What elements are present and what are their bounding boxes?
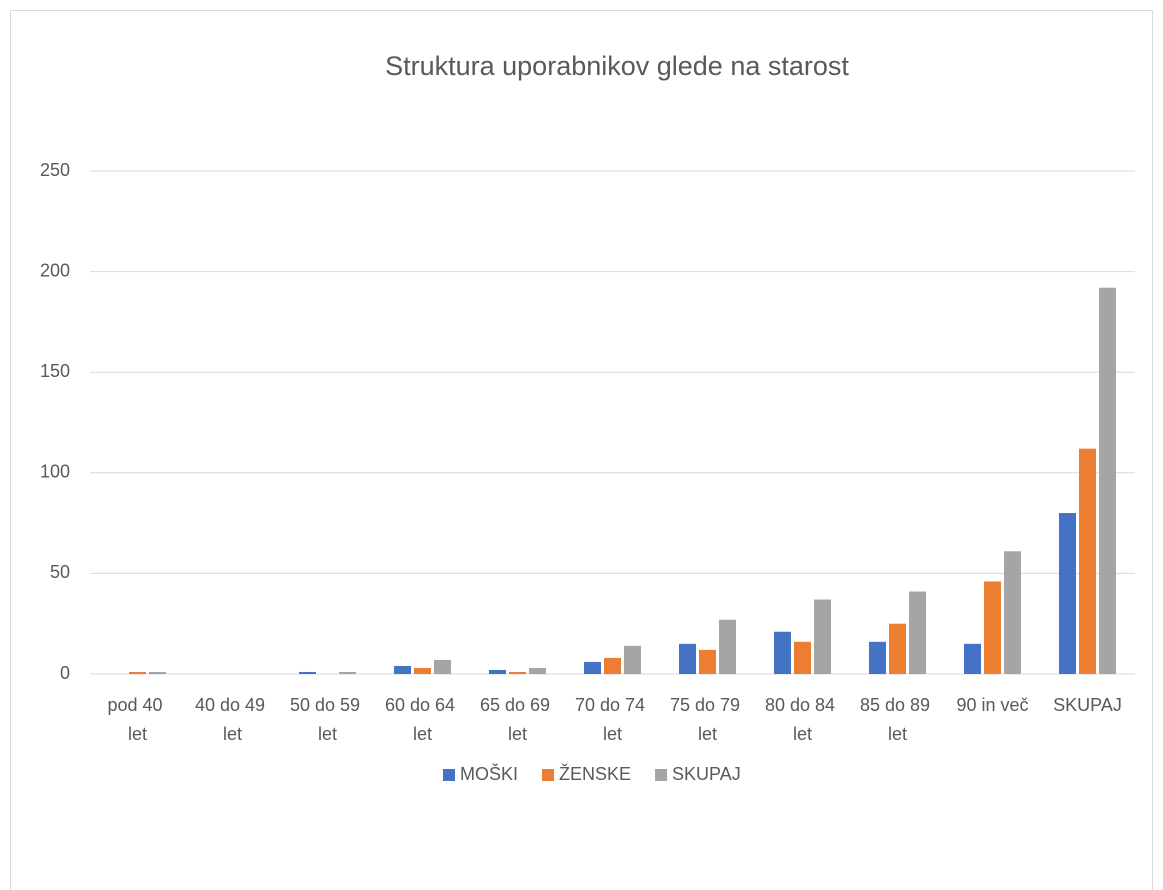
- bar: [509, 671, 526, 674]
- x-tick-label: SKUPAJ: [1053, 695, 1122, 715]
- x-tick-line: pod 40: [107, 695, 167, 715]
- x-tick-line: 65 do 69: [480, 695, 555, 715]
- bar: [794, 641, 811, 674]
- bar: [984, 581, 1001, 674]
- y-tick-label: 50: [50, 562, 70, 582]
- chart-title: Struktura uporabnikov glede na starost: [385, 51, 849, 81]
- y-tick-label: 0: [60, 663, 70, 683]
- bar: [1079, 448, 1096, 674]
- y-tick-label: 200: [40, 260, 70, 280]
- bar: [489, 669, 506, 674]
- x-tick-label: 90 in več: [956, 695, 1028, 715]
- bar: [394, 665, 411, 674]
- bar: [339, 671, 356, 674]
- x-tick-label: 85 do 89 let: [860, 695, 935, 744]
- legend-label: ŽENSKE: [559, 764, 631, 784]
- y-tick-label: 100: [40, 462, 70, 482]
- legend-swatch: [443, 769, 455, 781]
- x-tick-label: 70 do 74 let: [575, 695, 650, 744]
- bar: [414, 667, 431, 674]
- x-tick-line: let: [793, 724, 812, 744]
- bar: [1059, 513, 1076, 674]
- bar: [889, 623, 906, 674]
- bar: [584, 661, 601, 674]
- x-tick-label: pod 40 let: [107, 695, 167, 744]
- x-tick-line: 50 do 59: [290, 695, 365, 715]
- legend-swatch: [542, 769, 555, 781]
- x-tick-line: let: [318, 724, 337, 744]
- bar: [434, 659, 451, 674]
- bar: [774, 631, 791, 674]
- x-tick-line: 80 do 84: [765, 695, 840, 715]
- x-tick-label: 60 do 64 let: [385, 695, 460, 744]
- x-tick-line: let: [413, 724, 432, 744]
- x-tick-label: 75 do 79 let: [670, 695, 745, 744]
- bar: [129, 671, 146, 674]
- x-tick-line: 85 do 89: [860, 695, 935, 715]
- bar: [1004, 551, 1021, 674]
- bar: [909, 591, 926, 674]
- bar: [149, 671, 166, 674]
- x-tick-line: 75 do 79: [670, 695, 745, 715]
- x-tick-line: let: [603, 724, 622, 744]
- chart-frame: [10, 10, 1153, 890]
- bar: [964, 643, 981, 674]
- x-tick-line: 40 do 49: [195, 695, 270, 715]
- bar: [679, 643, 696, 674]
- legend-label: SKUPAJ: [672, 764, 741, 784]
- bar: [719, 619, 736, 674]
- bar: [529, 667, 546, 674]
- bar: [869, 641, 886, 674]
- x-tick-line: 70 do 74: [575, 695, 650, 715]
- x-tick-line: let: [223, 724, 242, 744]
- x-tick-line: 60 do 64: [385, 695, 460, 715]
- legend-swatch: [655, 769, 668, 781]
- x-tick-label: 65 do 69 let: [480, 695, 555, 744]
- bar: [299, 671, 316, 674]
- bar: [814, 599, 831, 674]
- x-tick-label: 80 do 84 let: [765, 695, 840, 744]
- x-tick-line: let: [508, 724, 527, 744]
- x-tick-line: let: [128, 724, 147, 744]
- y-tick-label: 150: [40, 361, 70, 381]
- bar: [1099, 287, 1116, 674]
- y-tick-label: 250: [40, 160, 70, 180]
- x-tick-label: 50 do 59 let: [290, 695, 365, 744]
- x-tick-line: let: [698, 724, 717, 744]
- x-tick-line: let: [888, 724, 907, 744]
- bar: [699, 649, 716, 674]
- x-tick-label: 40 do 49 let: [195, 695, 270, 744]
- legend-label: MOŠKI: [460, 763, 518, 784]
- bar: [604, 657, 621, 674]
- bar: [624, 645, 641, 674]
